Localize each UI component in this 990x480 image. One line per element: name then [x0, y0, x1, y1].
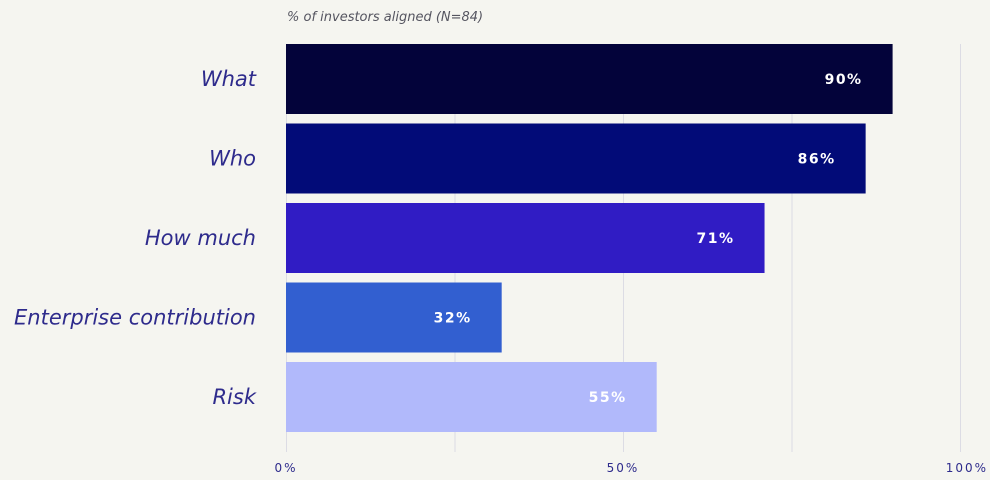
value-labels: 90% 86% 71% 32% 55%	[434, 72, 863, 406]
value-label: 86%	[798, 152, 836, 168]
bar	[286, 362, 657, 432]
category-label: Risk	[212, 385, 256, 409]
value-label: 90%	[825, 72, 863, 88]
category-label: Who	[209, 147, 256, 171]
bars	[286, 44, 893, 432]
value-label: 32%	[434, 311, 472, 327]
x-tick-label: 50%	[607, 461, 640, 475]
bar	[286, 203, 765, 273]
value-label: 71%	[697, 231, 735, 247]
x-tick-label: 100%	[946, 461, 988, 475]
bar	[286, 44, 893, 114]
x-axis-tick-labels: 0% 50% 100%	[274, 461, 988, 475]
category-labels: What Who How much Enterprise contribution Ri…	[14, 67, 257, 409]
category-label: What	[201, 67, 257, 91]
bar	[286, 282, 502, 353]
x-tick-label: 0%	[274, 461, 297, 475]
value-label: 55%	[589, 390, 627, 406]
category-label: Enterprise contribution	[14, 306, 256, 330]
category-label: How much	[145, 226, 256, 250]
bar	[286, 123, 866, 194]
chart-subtitle: % of investors aligned (N=84)	[287, 10, 483, 25]
